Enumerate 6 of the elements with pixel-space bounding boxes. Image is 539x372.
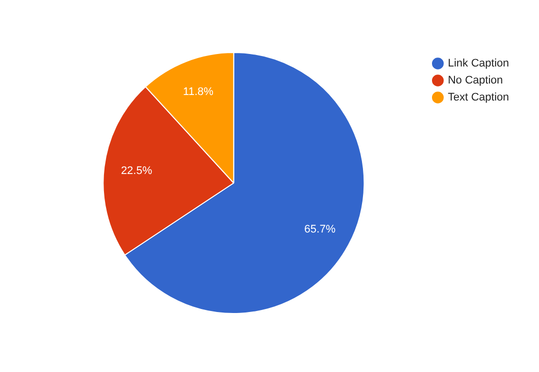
data-label: 22.5%: [120, 165, 152, 178]
legend-label: Text Caption: [448, 92, 510, 104]
legend-label: Link Caption: [448, 58, 510, 70]
legend-label: No Caption: [448, 74, 503, 87]
data-label: 11.8%: [183, 86, 214, 98]
data-label: 65.7%: [304, 223, 336, 236]
